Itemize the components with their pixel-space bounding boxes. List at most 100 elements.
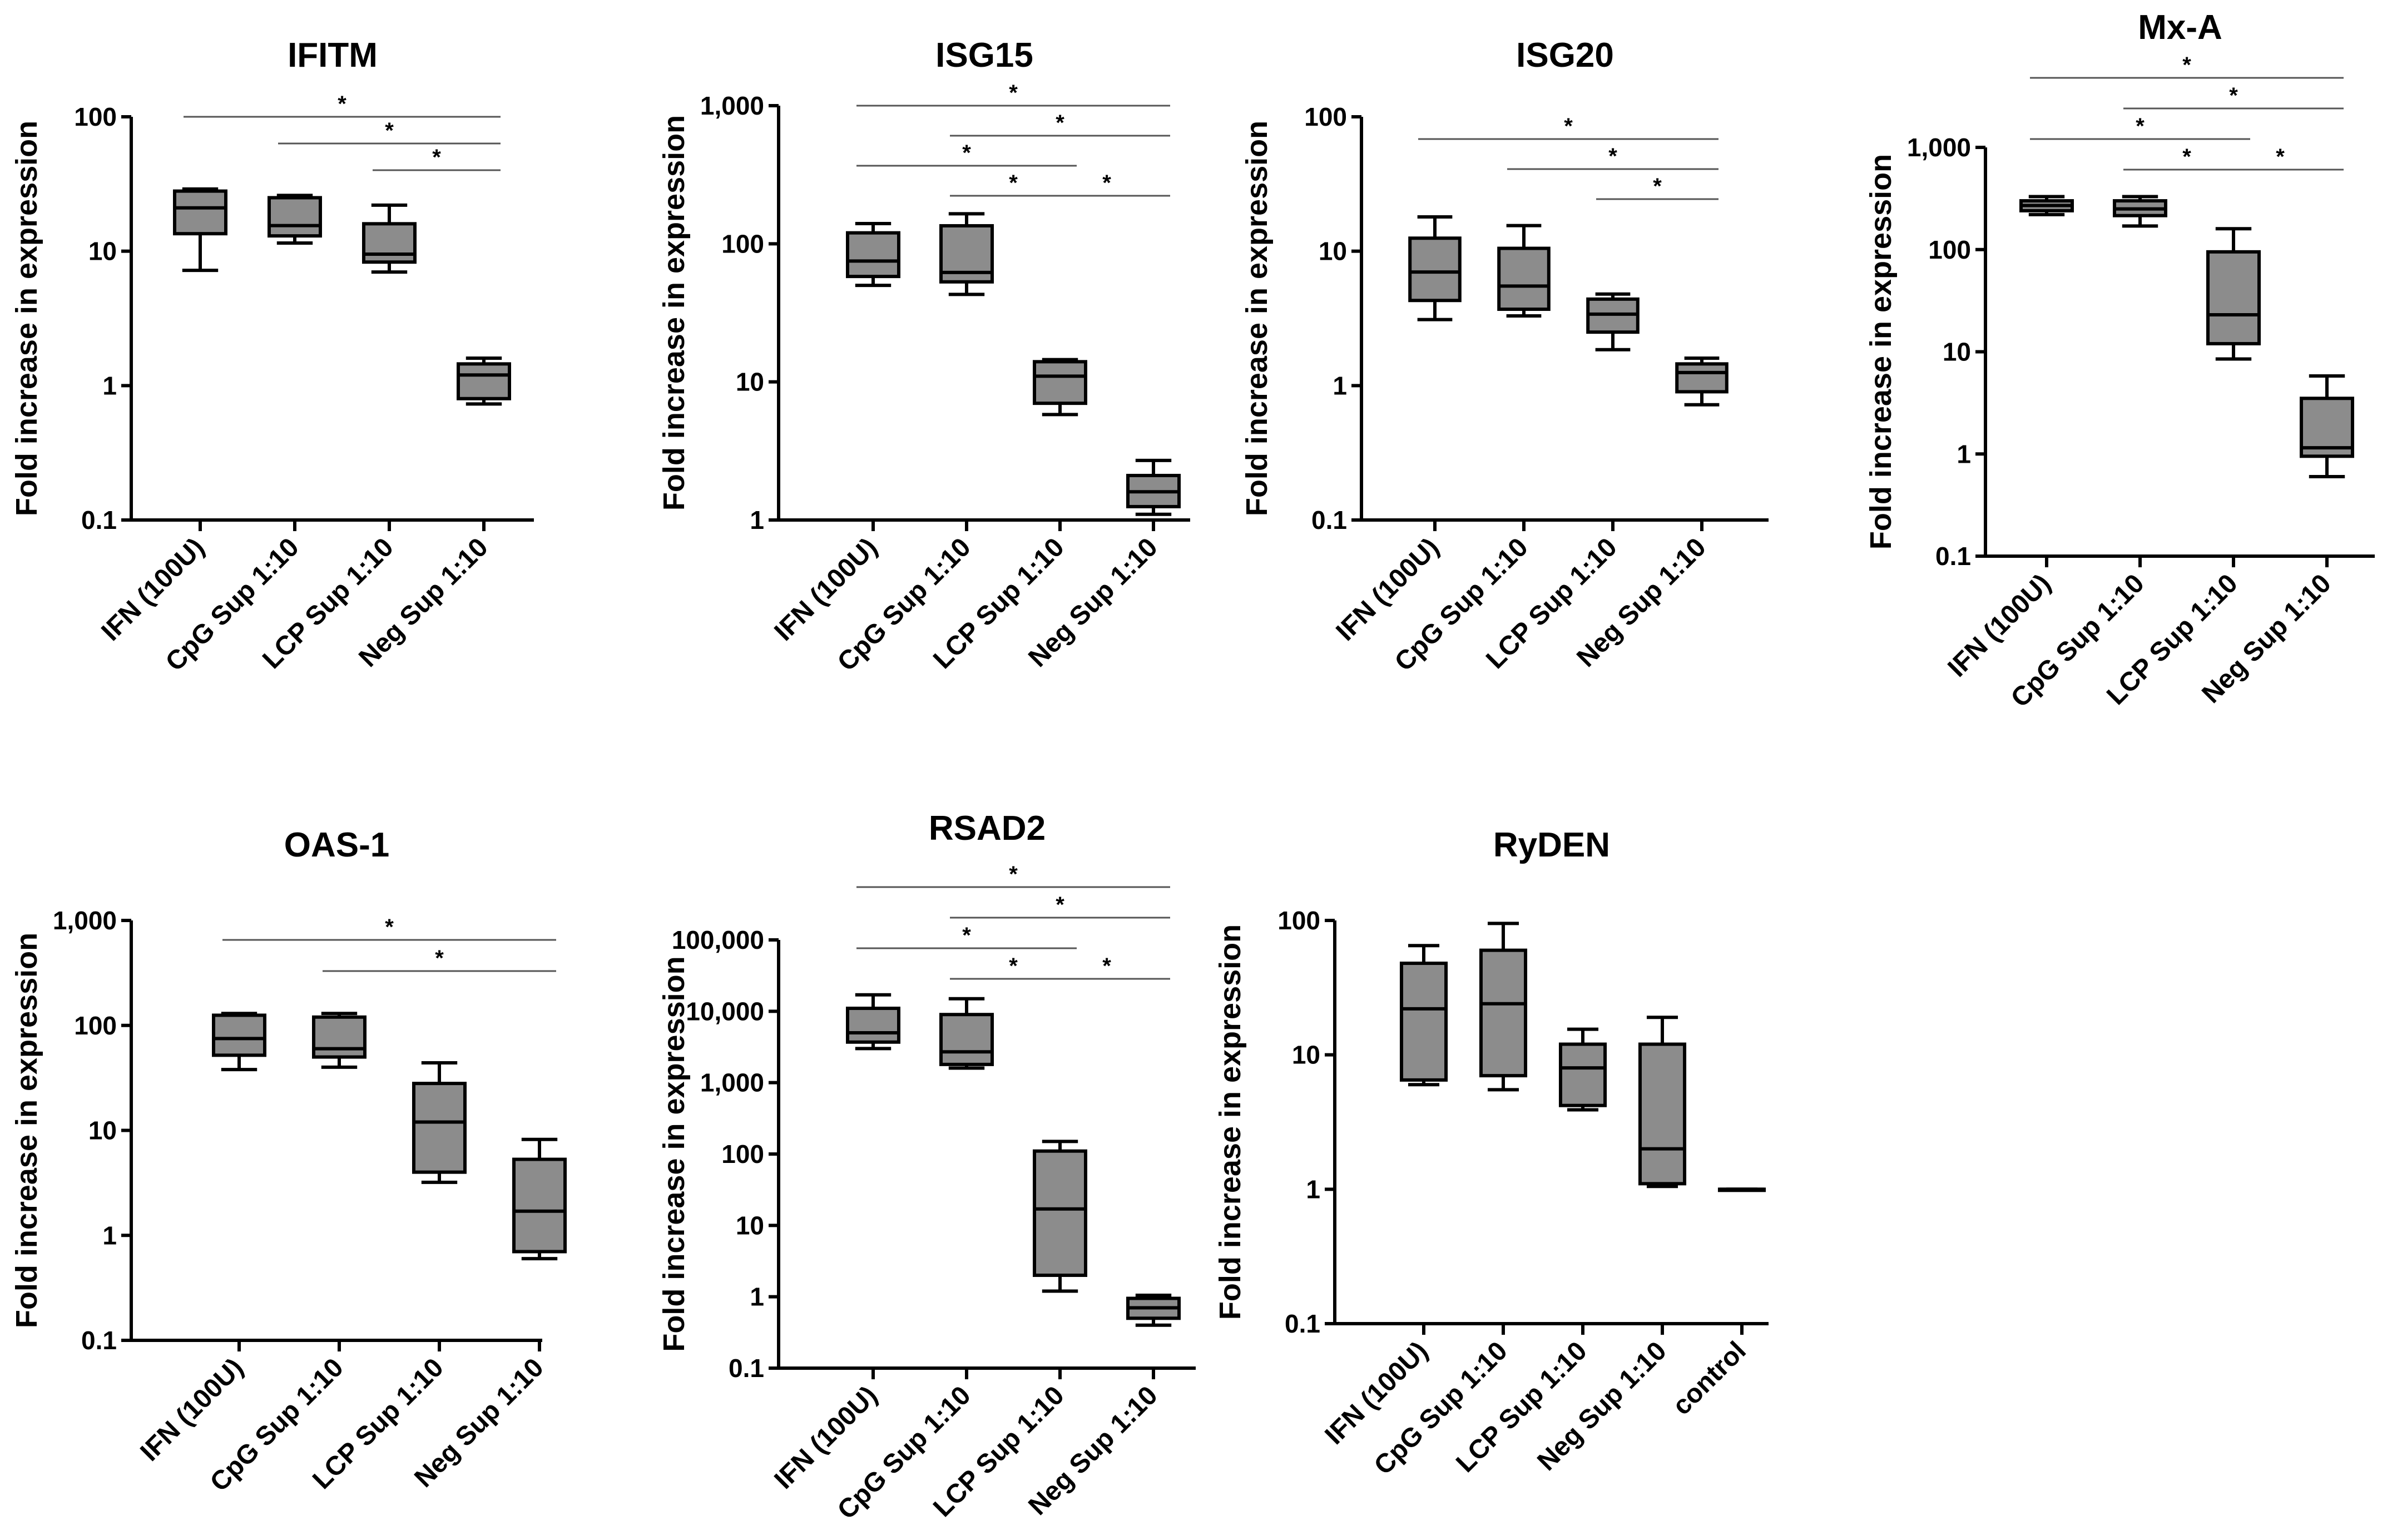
box-0 [2019,195,2074,216]
iqr-box [2206,250,2261,345]
box-0 [1408,215,1462,321]
y-tick-label: 100,000 [672,925,764,954]
box-2 [412,1061,467,1184]
y-tick-label: 1,000 [700,91,764,120]
box-3 [512,1137,567,1261]
significance-star: * [432,145,441,170]
chart-title: IFITM [288,36,378,75]
box-1 [268,194,322,245]
box-2 [1558,1027,1607,1112]
significance-star: * [962,141,971,165]
y-tick-label: 100 [74,102,117,131]
iqr-box [846,1007,900,1044]
chart-title: RSAD2 [929,809,1046,848]
iqr-box [512,1157,567,1254]
box-2 [362,203,417,274]
iqr-box [1479,948,1528,1078]
y-axis-label: Fold increase in expression [1214,924,1247,1320]
iqr-box [1399,962,1448,1082]
box-3 [1126,458,1181,516]
box-1 [2113,195,2167,228]
chart-title: RyDEN [1493,826,1610,864]
significance-star: * [2182,53,2191,77]
box-0 [1399,944,1448,1087]
box-1 [1479,922,1528,1092]
significance-star: * [1009,954,1018,978]
iqr-box [362,222,417,264]
chart-title: ISG15 [935,36,1033,75]
box-4 [1717,1187,1766,1192]
box-0 [212,1012,266,1072]
significance-star: * [1056,893,1064,917]
significance-star: * [2276,145,2285,169]
y-tick-label: 10 [1319,237,1347,266]
iqr-box [312,1015,367,1059]
y-tick-label: 1,000 [700,1068,764,1097]
y-tick-label: 1,000 [1907,133,1971,162]
significance-star: * [1102,171,1111,195]
significance-star: * [2229,83,2238,108]
y-axis-label: Fold increase in expression [10,121,43,516]
iqr-box [1497,246,1551,311]
significance-star: * [1608,144,1617,169]
chart-title: Mx-A [2138,8,2222,47]
iqr-box [1638,1042,1687,1186]
significance-star: * [962,923,971,948]
box-2 [2206,227,2261,361]
y-tick-label: 100 [1304,102,1347,131]
y-tick-label: 10 [1292,1041,1320,1069]
significance-star: * [1009,862,1018,887]
box-0 [173,187,227,273]
y-tick-label: 10 [88,237,117,266]
y-tick-label: 0.1 [1311,506,1347,534]
box-3 [1126,1293,1181,1327]
y-tick-label: 100 [721,1140,764,1168]
significance-star: * [2182,145,2191,169]
iqr-box [1408,236,1462,303]
y-tick-label: 1 [1957,439,1971,468]
y-axis-label: Fold increase in expression [10,933,43,1328]
significance-star: * [338,92,346,116]
y-tick-label: 10 [736,1211,764,1240]
iqr-box [268,196,322,238]
box-3 [1675,356,1729,407]
y-axis-label: Fold increase in expression [1240,121,1274,516]
y-tick-label: 0.1 [81,1326,117,1355]
box-1 [939,212,994,296]
box-2 [1033,358,1087,417]
significance-star: * [1564,114,1573,138]
y-tick-label: 10,000 [686,997,764,1026]
significance-star: * [1653,174,1662,199]
box-1 [1497,224,1551,318]
box-1 [312,1012,367,1069]
y-tick-label: 1,000 [53,906,117,935]
iqr-box [939,1013,994,1066]
box-3 [1638,1016,1687,1189]
iqr-box [1033,360,1087,405]
y-tick-label: 0.1 [1285,1309,1320,1338]
y-tick-label: 1 [102,371,117,400]
y-tick-label: 100 [1928,235,1971,264]
box-3 [457,356,511,406]
box-0 [846,222,900,288]
chart-title: ISG20 [1516,36,1614,75]
y-tick-label: 1 [1306,1175,1320,1204]
y-tick-label: 1 [750,506,764,534]
y-tick-label: 0.1 [81,506,117,534]
significance-star: * [2136,114,2145,138]
iqr-box [1033,1149,1087,1277]
box-1 [939,997,994,1070]
y-tick-label: 1 [1333,371,1347,400]
y-axis-label: Fold increase in expression [657,115,691,511]
y-tick-label: 100 [74,1011,117,1040]
y-tick-label: 1 [102,1221,117,1250]
significance-star: * [385,915,394,939]
iqr-box [1558,1042,1607,1107]
iqr-box [846,231,900,279]
y-tick-label: 10 [736,368,764,397]
y-tick-label: 0.1 [1935,542,1971,571]
chart-title: OAS-1 [284,826,389,864]
box-2 [1033,1140,1087,1293]
